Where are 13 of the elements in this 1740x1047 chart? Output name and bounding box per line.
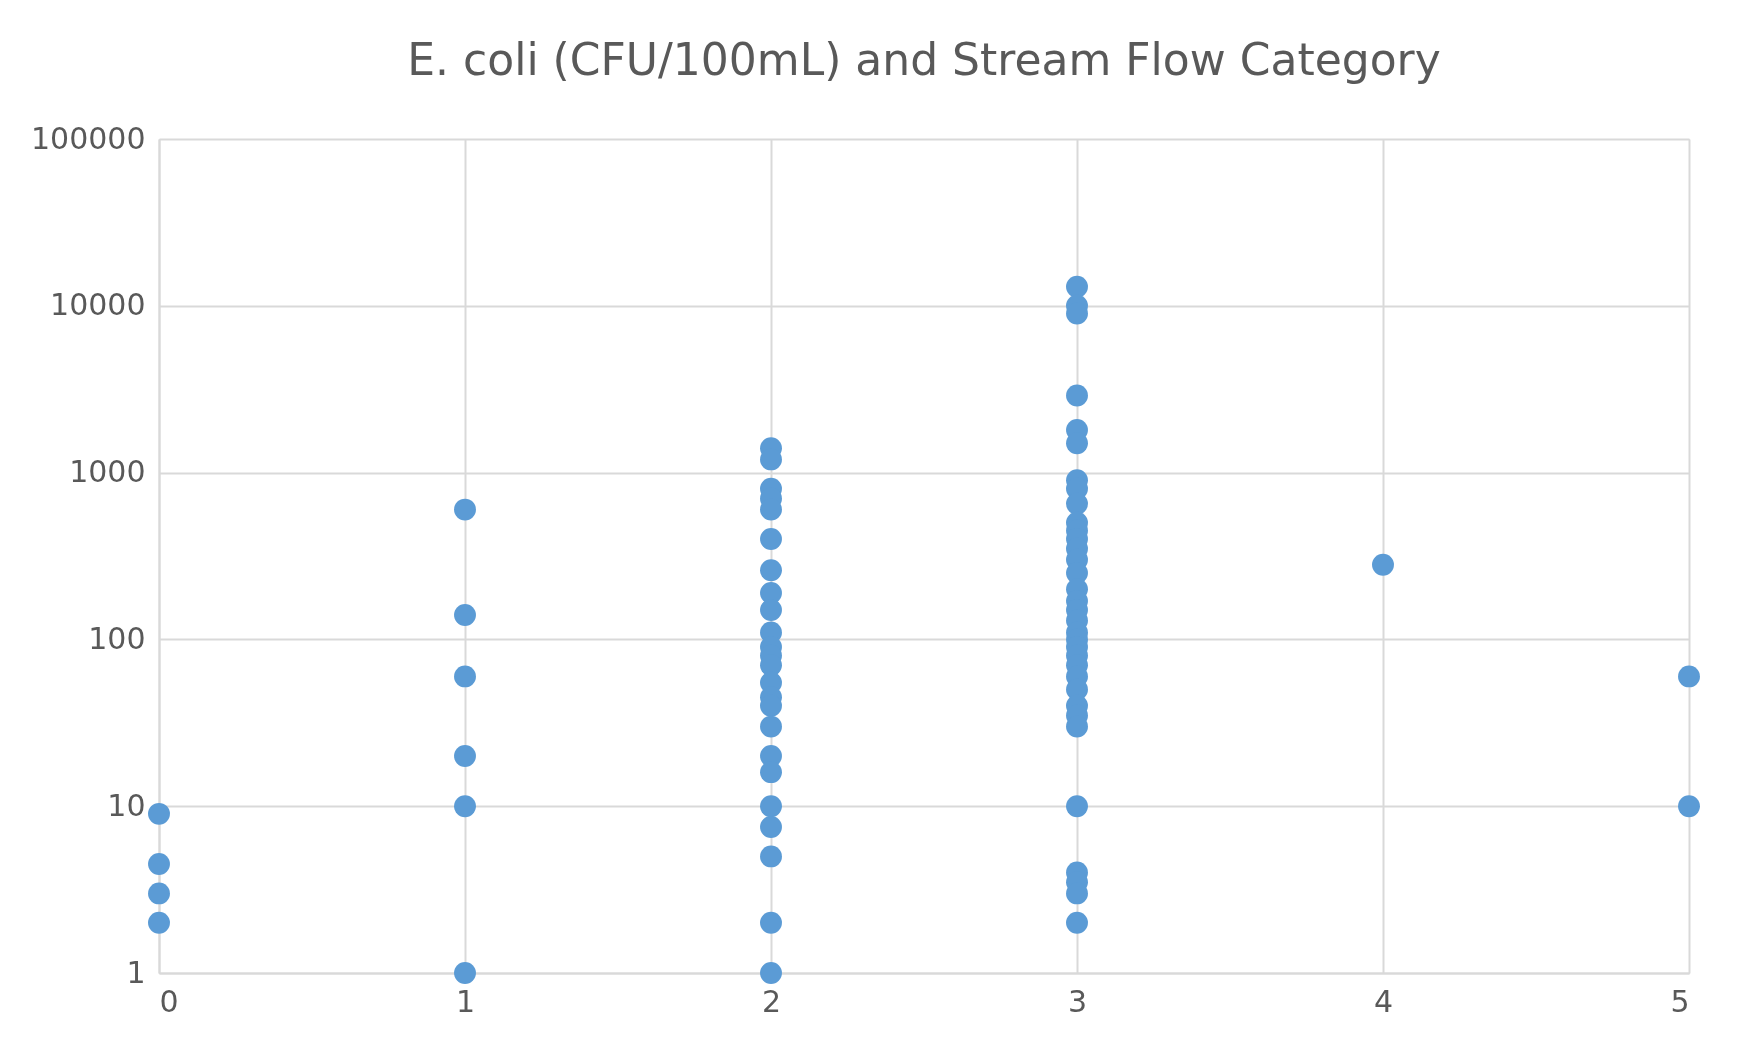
x-tick-label: 4: [1373, 983, 1394, 1019]
y-tick-label: 100: [88, 620, 146, 656]
x-tick-label: 1: [455, 983, 476, 1019]
y-tick-label: 1000: [69, 454, 146, 490]
x-tick-label: 3: [1067, 983, 1088, 1019]
y-tick-label: 1: [126, 954, 146, 990]
chart-title: E. coli (CFU/100mL) and Stream Flow Category: [407, 34, 1441, 85]
x-tick-label: 2: [761, 983, 782, 1019]
y-tick-label: 10000: [50, 287, 146, 323]
x-tick-label: 5: [1670, 983, 1690, 1019]
y-tick-label: 10: [107, 787, 146, 823]
x-tick-label: 0: [159, 983, 179, 1019]
y-tick-label: 100000: [30, 120, 146, 156]
